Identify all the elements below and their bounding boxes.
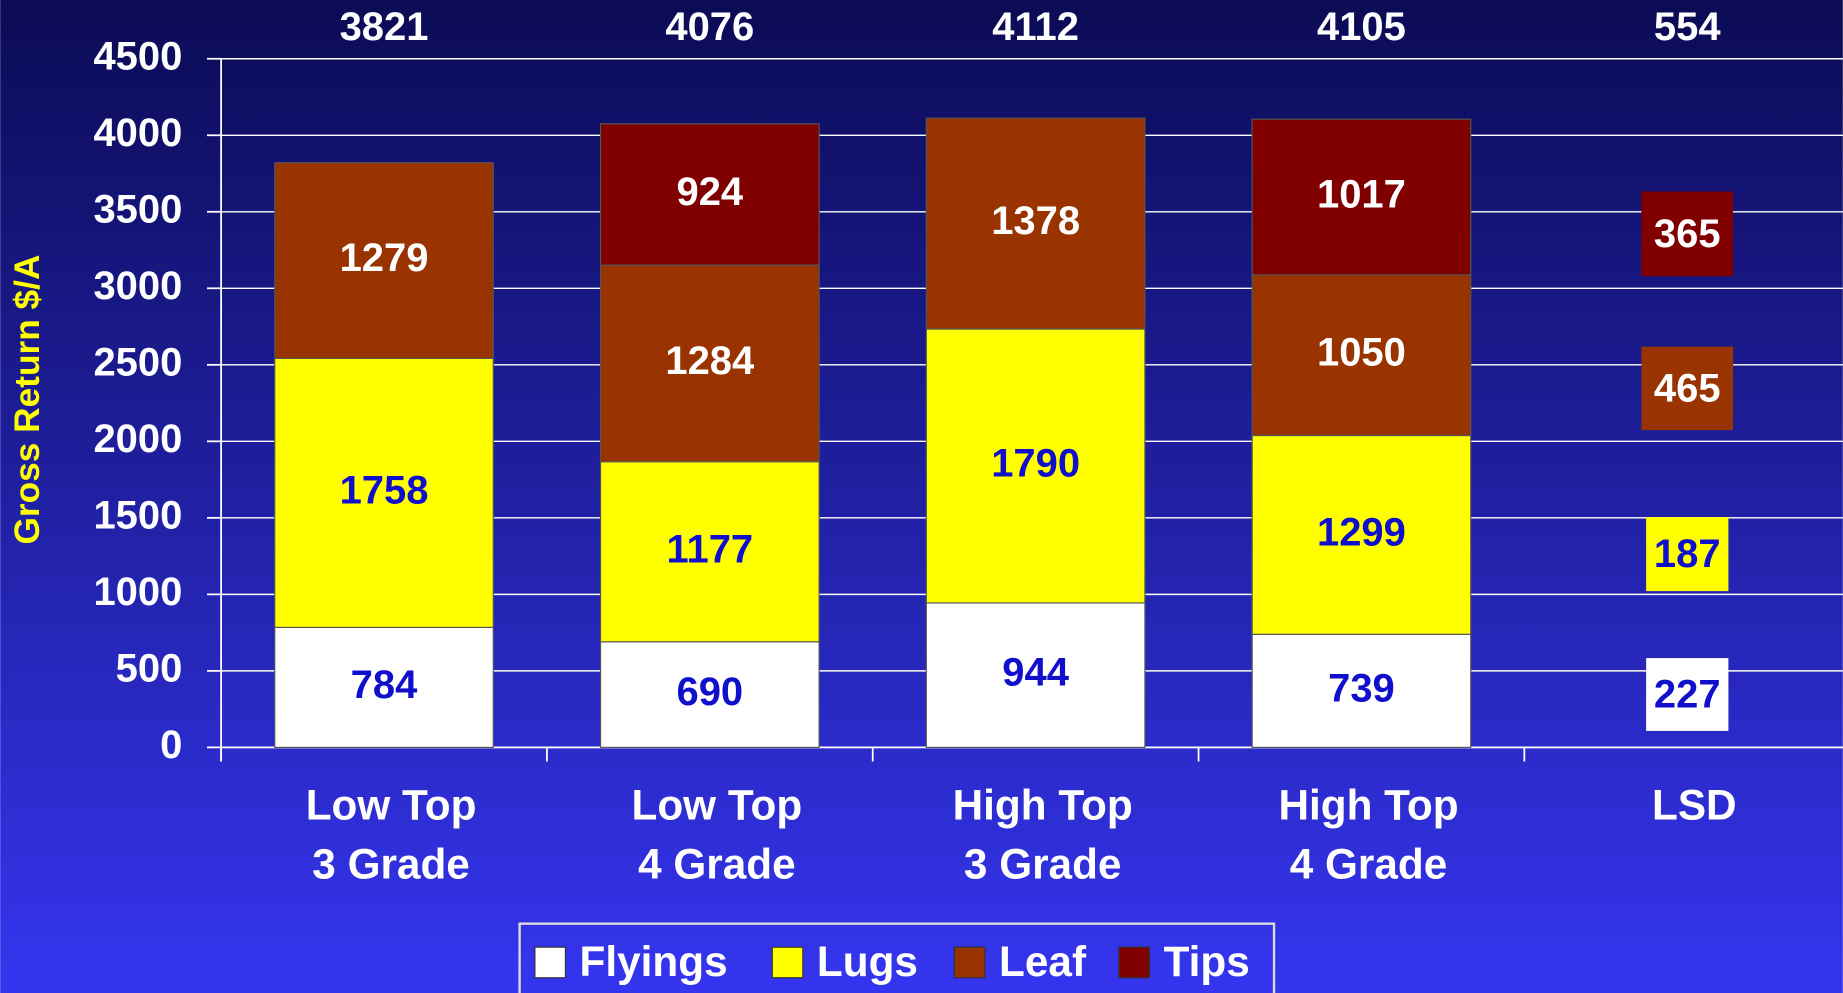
lsd-box [1646, 658, 1729, 731]
lsd-label: 187 [1654, 532, 1721, 576]
legend-label: Flyings [580, 938, 728, 985]
legend-label: Leaf [999, 938, 1087, 985]
total-label: 554 [1654, 5, 1721, 49]
total-label: 4076 [665, 5, 754, 49]
x-tick-label: 4 Grade [1290, 840, 1448, 887]
value-label: 924 [677, 170, 744, 214]
legend-swatch [953, 946, 986, 979]
legend-swatch [534, 946, 567, 979]
lsd-label: 227 [1654, 672, 1721, 716]
value-label: 1279 [340, 236, 429, 280]
value-label: 1284 [665, 339, 754, 383]
lsd-label: 365 [1654, 212, 1721, 256]
x-tick-label: 3 Grade [964, 840, 1122, 887]
y-tick-label: 4500 [93, 34, 182, 78]
value-label: 739 [1328, 666, 1395, 710]
y-tick-label: 3500 [93, 187, 182, 231]
value-label: 1177 [666, 527, 753, 571]
total-label: 4105 [1317, 5, 1406, 49]
y-tick-label: 500 [116, 646, 183, 690]
lsd-box [1641, 191, 1734, 277]
bar-segment [925, 117, 1146, 330]
x-tick-label: High Top [1278, 782, 1458, 829]
y-tick-label: 2000 [93, 417, 182, 461]
value-label: 1758 [340, 468, 429, 512]
value-label: 1378 [991, 199, 1080, 243]
lsd-box [1641, 346, 1734, 431]
y-tick-label: 2500 [93, 340, 182, 384]
y-tick-label: 0 [160, 723, 182, 767]
value-label: 690 [677, 670, 744, 714]
bar-segment [599, 461, 820, 643]
legend-label: Lugs [817, 938, 918, 985]
x-tick-label: 3 Grade [312, 840, 470, 887]
value-label: 1299 [1317, 510, 1406, 554]
y-tick-label: 1000 [93, 570, 182, 614]
y-tick-label: 1500 [93, 493, 182, 537]
bar-segment [274, 626, 494, 748]
value-label: 944 [1002, 651, 1069, 695]
bar-segment [274, 162, 494, 359]
x-tick-label: High Top [953, 782, 1133, 829]
bar-segment [1251, 118, 1472, 276]
bar-segment [925, 328, 1146, 604]
lsd-label: 465 [1654, 366, 1721, 410]
bar-segment [1251, 633, 1472, 748]
legend-box [518, 922, 1276, 993]
total-label: 3821 [340, 5, 429, 49]
value-label: 1050 [1317, 331, 1406, 375]
x-tick-label: Low Top [632, 782, 803, 829]
bar-segment [1251, 434, 1472, 635]
legend-swatch [1118, 946, 1151, 979]
x-tick-label: 4 Grade [638, 840, 796, 887]
value-label: 784 [351, 663, 418, 707]
bar-segment [925, 602, 1146, 748]
y-tick-label: 3000 [93, 264, 182, 308]
lsd-box [1646, 517, 1729, 592]
legend-swatch [771, 946, 804, 979]
bar-segment [274, 357, 494, 629]
bar-segment [599, 123, 820, 266]
bar-segment [599, 641, 820, 748]
x-tick-label: LSD [1652, 782, 1737, 829]
bar-segment [599, 264, 820, 463]
value-label: 1790 [991, 442, 1080, 486]
value-label: 1017 [1317, 173, 1406, 217]
y-tick-label: 4000 [93, 111, 182, 155]
bar-segment [1251, 274, 1472, 437]
x-tick-label: Low Top [306, 782, 477, 829]
y-axis-label: Gross Return $/A [8, 255, 47, 545]
legend-label: Tips [1164, 938, 1250, 985]
total-label: 4112 [992, 5, 1079, 49]
